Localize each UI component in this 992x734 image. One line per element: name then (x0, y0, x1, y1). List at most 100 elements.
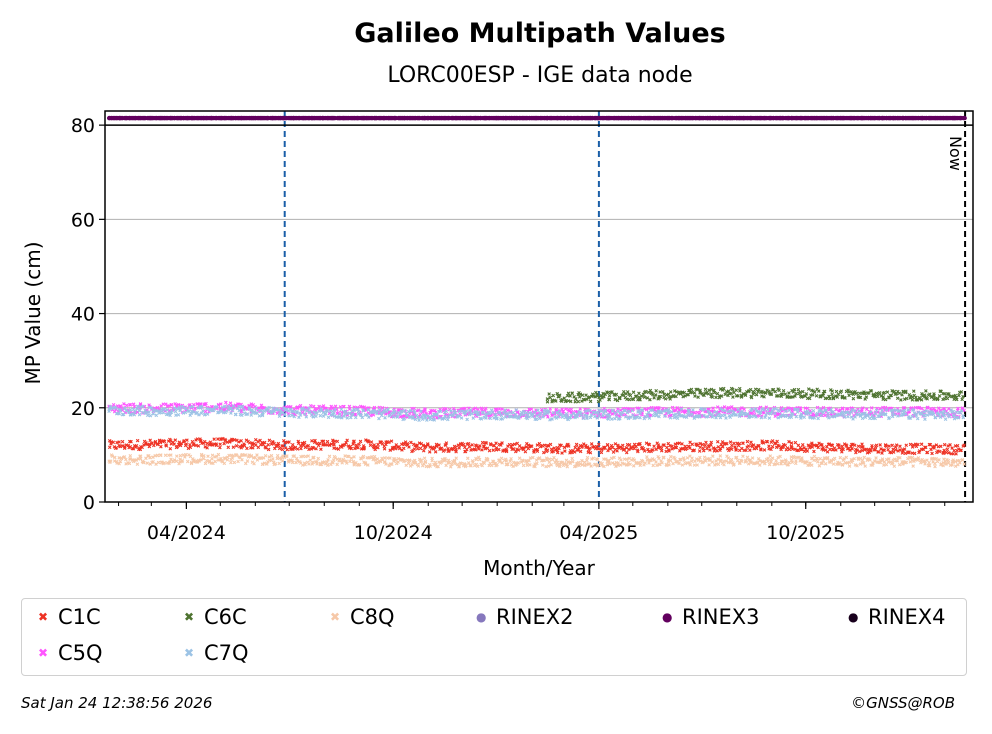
data-point (646, 447, 650, 452)
data-point (661, 406, 665, 411)
data-point (135, 438, 140, 443)
data-point (464, 447, 469, 452)
chart-subtitle: LORC00ESP - IGE data node (387, 63, 692, 88)
data-point (923, 445, 928, 450)
data-point (765, 439, 770, 444)
data-point (560, 407, 564, 412)
data-point (131, 402, 136, 406)
data-point (439, 460, 444, 464)
data-point (919, 460, 923, 465)
data-point (661, 443, 666, 447)
data-point (256, 439, 260, 444)
data-point (830, 392, 834, 397)
data-point (362, 446, 367, 450)
data-point (554, 407, 559, 412)
data-point (206, 454, 210, 459)
data-point (937, 394, 942, 398)
data-point (547, 457, 552, 462)
data-point (499, 456, 504, 461)
data-point (499, 443, 503, 447)
data-point (711, 454, 715, 458)
data-point (650, 448, 655, 452)
series-C8Q (107, 452, 966, 469)
data-point (669, 454, 673, 459)
data-point (779, 447, 783, 452)
data-point (846, 407, 850, 411)
data-point (838, 455, 843, 460)
legend-label: RINEX4 (868, 605, 946, 629)
data-point (454, 456, 459, 460)
data-point (229, 460, 233, 465)
data-point (946, 444, 950, 448)
chart: Galileo Multipath Values LORC00ESP - IGE… (21, 18, 974, 580)
data-point (620, 443, 625, 448)
data-point (500, 407, 504, 411)
data-point (703, 387, 708, 392)
data-point (927, 460, 931, 465)
data-point (511, 447, 516, 451)
data-point (368, 443, 373, 448)
data-point (118, 444, 123, 449)
data-point (250, 441, 254, 445)
data-point (578, 407, 583, 411)
data-points (107, 115, 967, 469)
data-point (787, 439, 791, 444)
data-point (740, 459, 744, 463)
data-point (402, 442, 407, 447)
data-point (418, 446, 423, 451)
data-point (124, 403, 129, 408)
data-point (409, 440, 413, 445)
data-point (497, 447, 501, 452)
data-point (240, 457, 244, 462)
data-point (176, 413, 181, 417)
data-point (933, 464, 937, 469)
data-point (489, 442, 493, 447)
data-point (548, 395, 553, 400)
data-point (880, 451, 884, 455)
data-point (627, 397, 632, 402)
data-point (527, 458, 531, 463)
footer-credit: ©GNSS@ROB (851, 694, 955, 712)
data-point (172, 442, 176, 446)
data-point (205, 446, 209, 450)
data-point (484, 441, 489, 445)
data-point (546, 415, 550, 419)
data-point (846, 414, 850, 419)
data-point (690, 442, 695, 447)
data-point (314, 446, 318, 451)
data-point (145, 413, 150, 418)
legend-item-c6c: ✖ C6C (184, 605, 247, 629)
data-point (627, 443, 632, 447)
data-point (463, 406, 467, 411)
series-C1C (107, 436, 966, 456)
data-point (566, 444, 571, 448)
data-point (709, 440, 714, 445)
data-point (382, 456, 387, 460)
data-point (902, 447, 907, 451)
data-point (422, 456, 427, 460)
data-point (138, 402, 143, 406)
data-point (588, 446, 592, 451)
data-point (812, 443, 817, 447)
data-point (878, 443, 882, 447)
data-point (529, 407, 534, 411)
data-point (401, 446, 406, 451)
data-point (461, 442, 466, 447)
data-point (734, 448, 738, 452)
data-point (693, 394, 697, 398)
data-point (212, 437, 216, 441)
data-point (604, 457, 608, 461)
data-point (430, 456, 434, 461)
data-point (692, 391, 697, 395)
data-point (585, 445, 590, 449)
data-point (723, 392, 728, 397)
data-point (654, 389, 658, 393)
data-point (159, 444, 163, 449)
data-point (814, 394, 819, 398)
data-point (775, 439, 779, 444)
data-point (281, 444, 285, 448)
data-point (154, 462, 158, 466)
data-point (708, 448, 712, 452)
data-point (480, 448, 484, 452)
